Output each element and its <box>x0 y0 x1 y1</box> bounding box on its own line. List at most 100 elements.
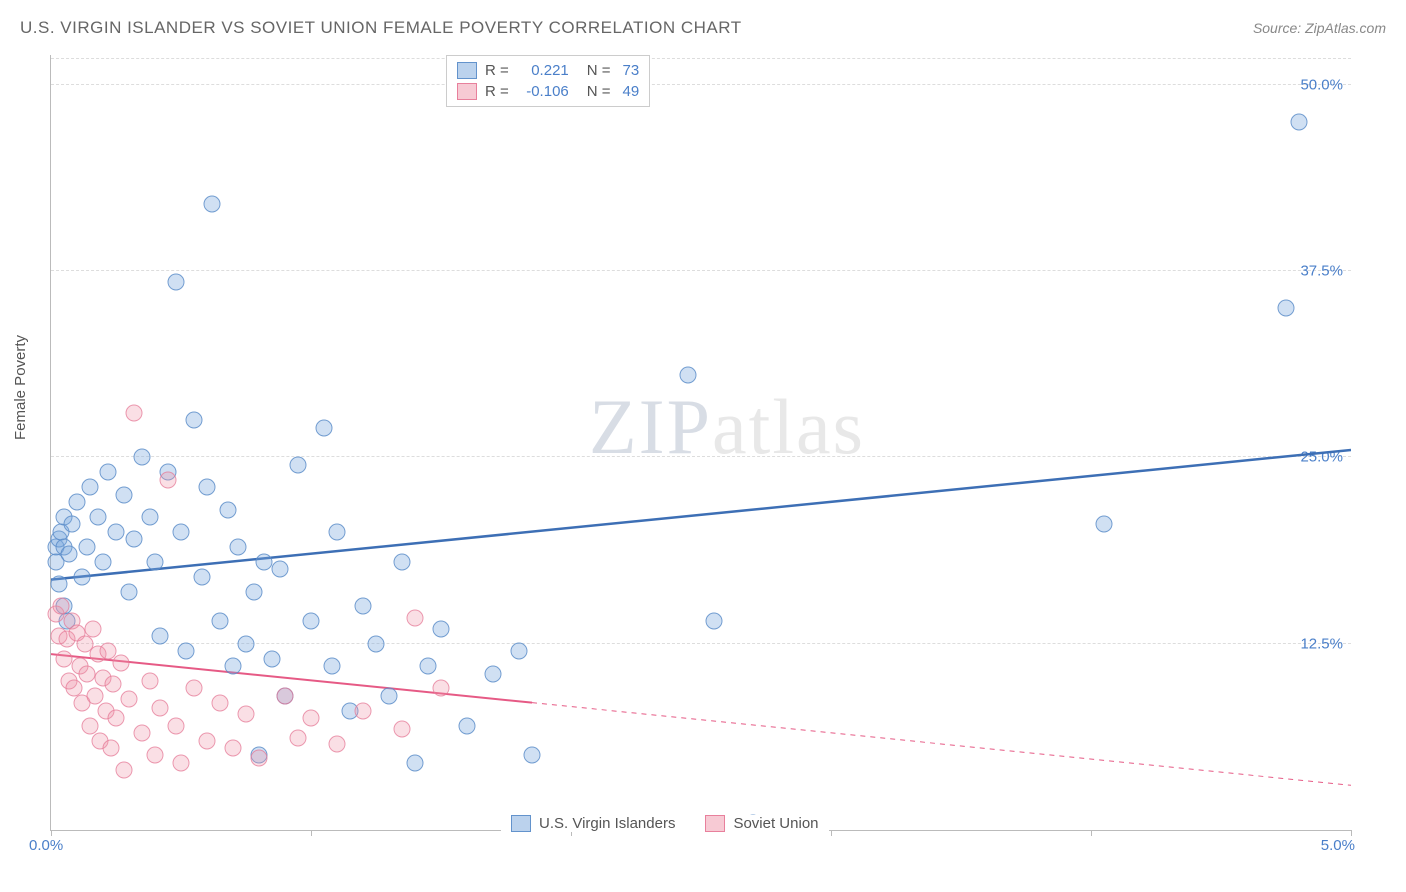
data-point <box>61 546 78 563</box>
data-point <box>323 658 340 675</box>
data-point <box>459 717 476 734</box>
data-point <box>63 516 80 533</box>
data-point <box>82 479 99 496</box>
data-point <box>680 367 697 384</box>
y-tick-label: 37.5% <box>1300 263 1343 280</box>
data-point <box>277 687 294 704</box>
swatch-soviet <box>705 815 725 832</box>
data-point <box>53 598 70 615</box>
data-point <box>238 705 255 722</box>
data-point <box>186 412 203 429</box>
data-point <box>134 725 151 742</box>
data-point <box>173 754 190 771</box>
data-point <box>204 196 221 213</box>
data-point <box>141 509 158 526</box>
data-point <box>511 643 528 660</box>
y-axis-label: Female Poverty <box>12 335 29 440</box>
data-point <box>82 717 99 734</box>
data-point <box>126 404 143 421</box>
data-point <box>316 419 333 436</box>
legend-swatch-blue <box>457 62 477 79</box>
data-point <box>1278 300 1295 317</box>
data-point <box>186 680 203 697</box>
data-point <box>212 695 229 712</box>
data-point <box>74 568 91 585</box>
data-point <box>524 747 541 764</box>
data-point <box>256 553 273 570</box>
data-point <box>355 598 372 615</box>
data-point <box>264 650 281 667</box>
series-legend: U.S. Virgin Islanders Soviet Union <box>501 815 829 832</box>
data-point <box>134 449 151 466</box>
data-point <box>251 750 268 767</box>
data-point <box>225 658 242 675</box>
data-point <box>394 720 411 737</box>
data-point <box>56 650 73 667</box>
data-point <box>152 628 169 645</box>
chart-source: Source: ZipAtlas.com <box>1253 20 1386 36</box>
data-point <box>212 613 229 630</box>
data-point <box>245 583 262 600</box>
legend-swatch-pink <box>457 83 477 100</box>
data-point <box>102 740 119 757</box>
data-point <box>355 702 372 719</box>
data-point <box>173 523 190 540</box>
data-point <box>89 509 106 526</box>
data-point <box>108 523 125 540</box>
data-point <box>50 576 67 593</box>
x-axis-max-label: 5.0% <box>1321 837 1355 854</box>
data-point <box>199 479 216 496</box>
correlation-legend: R = 0.221 N = 73 R = -0.106 N = 49 <box>446 55 650 107</box>
data-point <box>69 494 86 511</box>
data-point <box>79 665 96 682</box>
legend-item-usvi: U.S. Virgin Islanders <box>511 815 675 832</box>
data-point <box>433 680 450 697</box>
data-point <box>381 687 398 704</box>
data-point <box>271 561 288 578</box>
data-point <box>115 762 132 779</box>
data-point <box>160 471 177 488</box>
chart-header: U.S. VIRGIN ISLANDER VS SOVIET UNION FEM… <box>20 18 1386 38</box>
data-point <box>368 635 385 652</box>
data-point <box>290 456 307 473</box>
data-point <box>121 583 138 600</box>
y-tick-label: 25.0% <box>1300 449 1343 466</box>
data-point <box>329 523 346 540</box>
swatch-usvi <box>511 815 531 832</box>
x-axis-min-label: 0.0% <box>29 837 63 854</box>
data-point <box>100 464 117 481</box>
data-point <box>121 690 138 707</box>
y-tick-label: 12.5% <box>1300 635 1343 652</box>
data-point <box>126 531 143 548</box>
data-point <box>152 699 169 716</box>
legend-row-pink: R = -0.106 N = 49 <box>457 81 639 102</box>
data-point <box>303 613 320 630</box>
data-point <box>167 273 184 290</box>
data-point <box>290 729 307 746</box>
data-point <box>407 610 424 627</box>
data-point <box>230 538 247 555</box>
data-point <box>115 486 132 503</box>
data-point <box>225 740 242 757</box>
data-point <box>219 501 236 518</box>
data-point <box>706 613 723 630</box>
data-point <box>394 553 411 570</box>
data-point <box>420 658 437 675</box>
data-point <box>199 732 216 749</box>
watermark-text: ZIPatlas <box>589 382 865 472</box>
y-tick-label: 50.0% <box>1300 76 1343 93</box>
data-point <box>79 538 96 555</box>
scatter-plot: ZIPatlas 12.5% 25.0% 37.5% 50.0% R = 0.221 … <box>50 55 1351 831</box>
data-point <box>105 675 122 692</box>
data-point <box>95 553 112 570</box>
data-point <box>108 710 125 727</box>
data-point <box>407 754 424 771</box>
legend-item-soviet: Soviet Union <box>705 815 818 832</box>
data-point <box>193 568 210 585</box>
data-point <box>1291 114 1308 131</box>
data-point <box>141 672 158 689</box>
data-point <box>147 747 164 764</box>
data-point <box>147 553 164 570</box>
data-point <box>167 717 184 734</box>
chart-title: U.S. VIRGIN ISLANDER VS SOVIET UNION FEM… <box>20 18 742 38</box>
